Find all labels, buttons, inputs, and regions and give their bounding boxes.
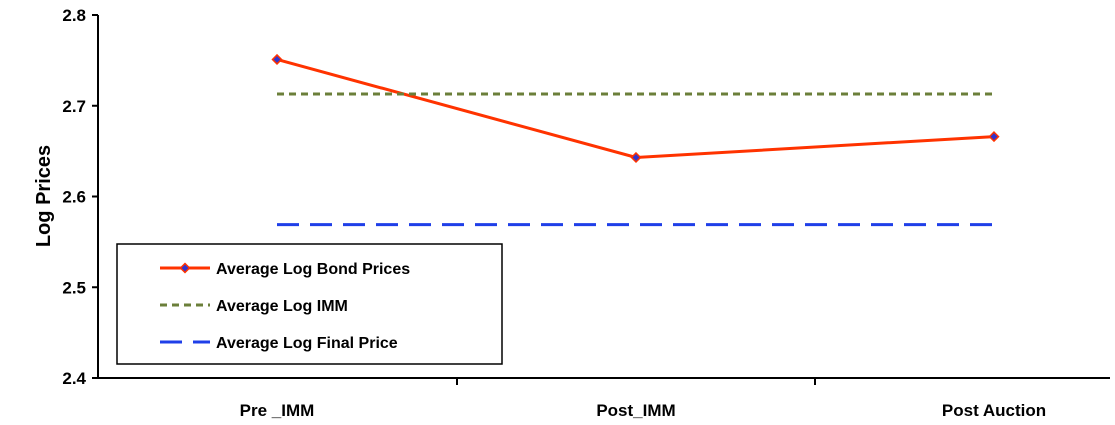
y-axis-title: Log Prices xyxy=(33,145,55,247)
legend-label: Average Log IMM xyxy=(216,298,348,315)
legend: Average Log Bond Prices Average Log IMM Av… xyxy=(116,243,503,365)
legend-label: Average Log Final Price xyxy=(216,335,398,352)
x-tick-label: Pre _IMM xyxy=(240,401,315,420)
x-tick-label: Post Auction xyxy=(942,401,1046,420)
y-tick-label: 2.8 xyxy=(62,6,86,25)
x-axis-ticks: Pre _IMM Post_IMM Post Auction xyxy=(240,378,1046,420)
legend-item: Average Log IMM xyxy=(160,298,348,315)
series-line xyxy=(276,58,995,159)
y-tick-label: 2.7 xyxy=(62,97,86,116)
data-point-marker xyxy=(271,53,283,66)
y-tick-label: 2.6 xyxy=(62,188,86,207)
y-axis-ticks: 2.4 2.5 2.6 2.7 2.8 xyxy=(62,6,98,388)
legend-item: Average Log Final Price xyxy=(160,335,398,352)
series-layer xyxy=(271,53,1000,227)
y-tick-label: 2.5 xyxy=(62,278,86,297)
legend-box xyxy=(116,243,503,365)
legend-label: Average Log Bond Prices xyxy=(216,261,410,278)
series-1 xyxy=(271,53,1000,164)
data-point-marker xyxy=(988,131,1000,143)
x-tick-label: Post_IMM xyxy=(596,401,675,420)
data-point-marker xyxy=(630,151,642,164)
legend-swatch-marker xyxy=(179,262,191,274)
y-tick-label: 2.4 xyxy=(62,369,86,388)
legend-item: Average Log Bond Prices xyxy=(160,261,410,278)
